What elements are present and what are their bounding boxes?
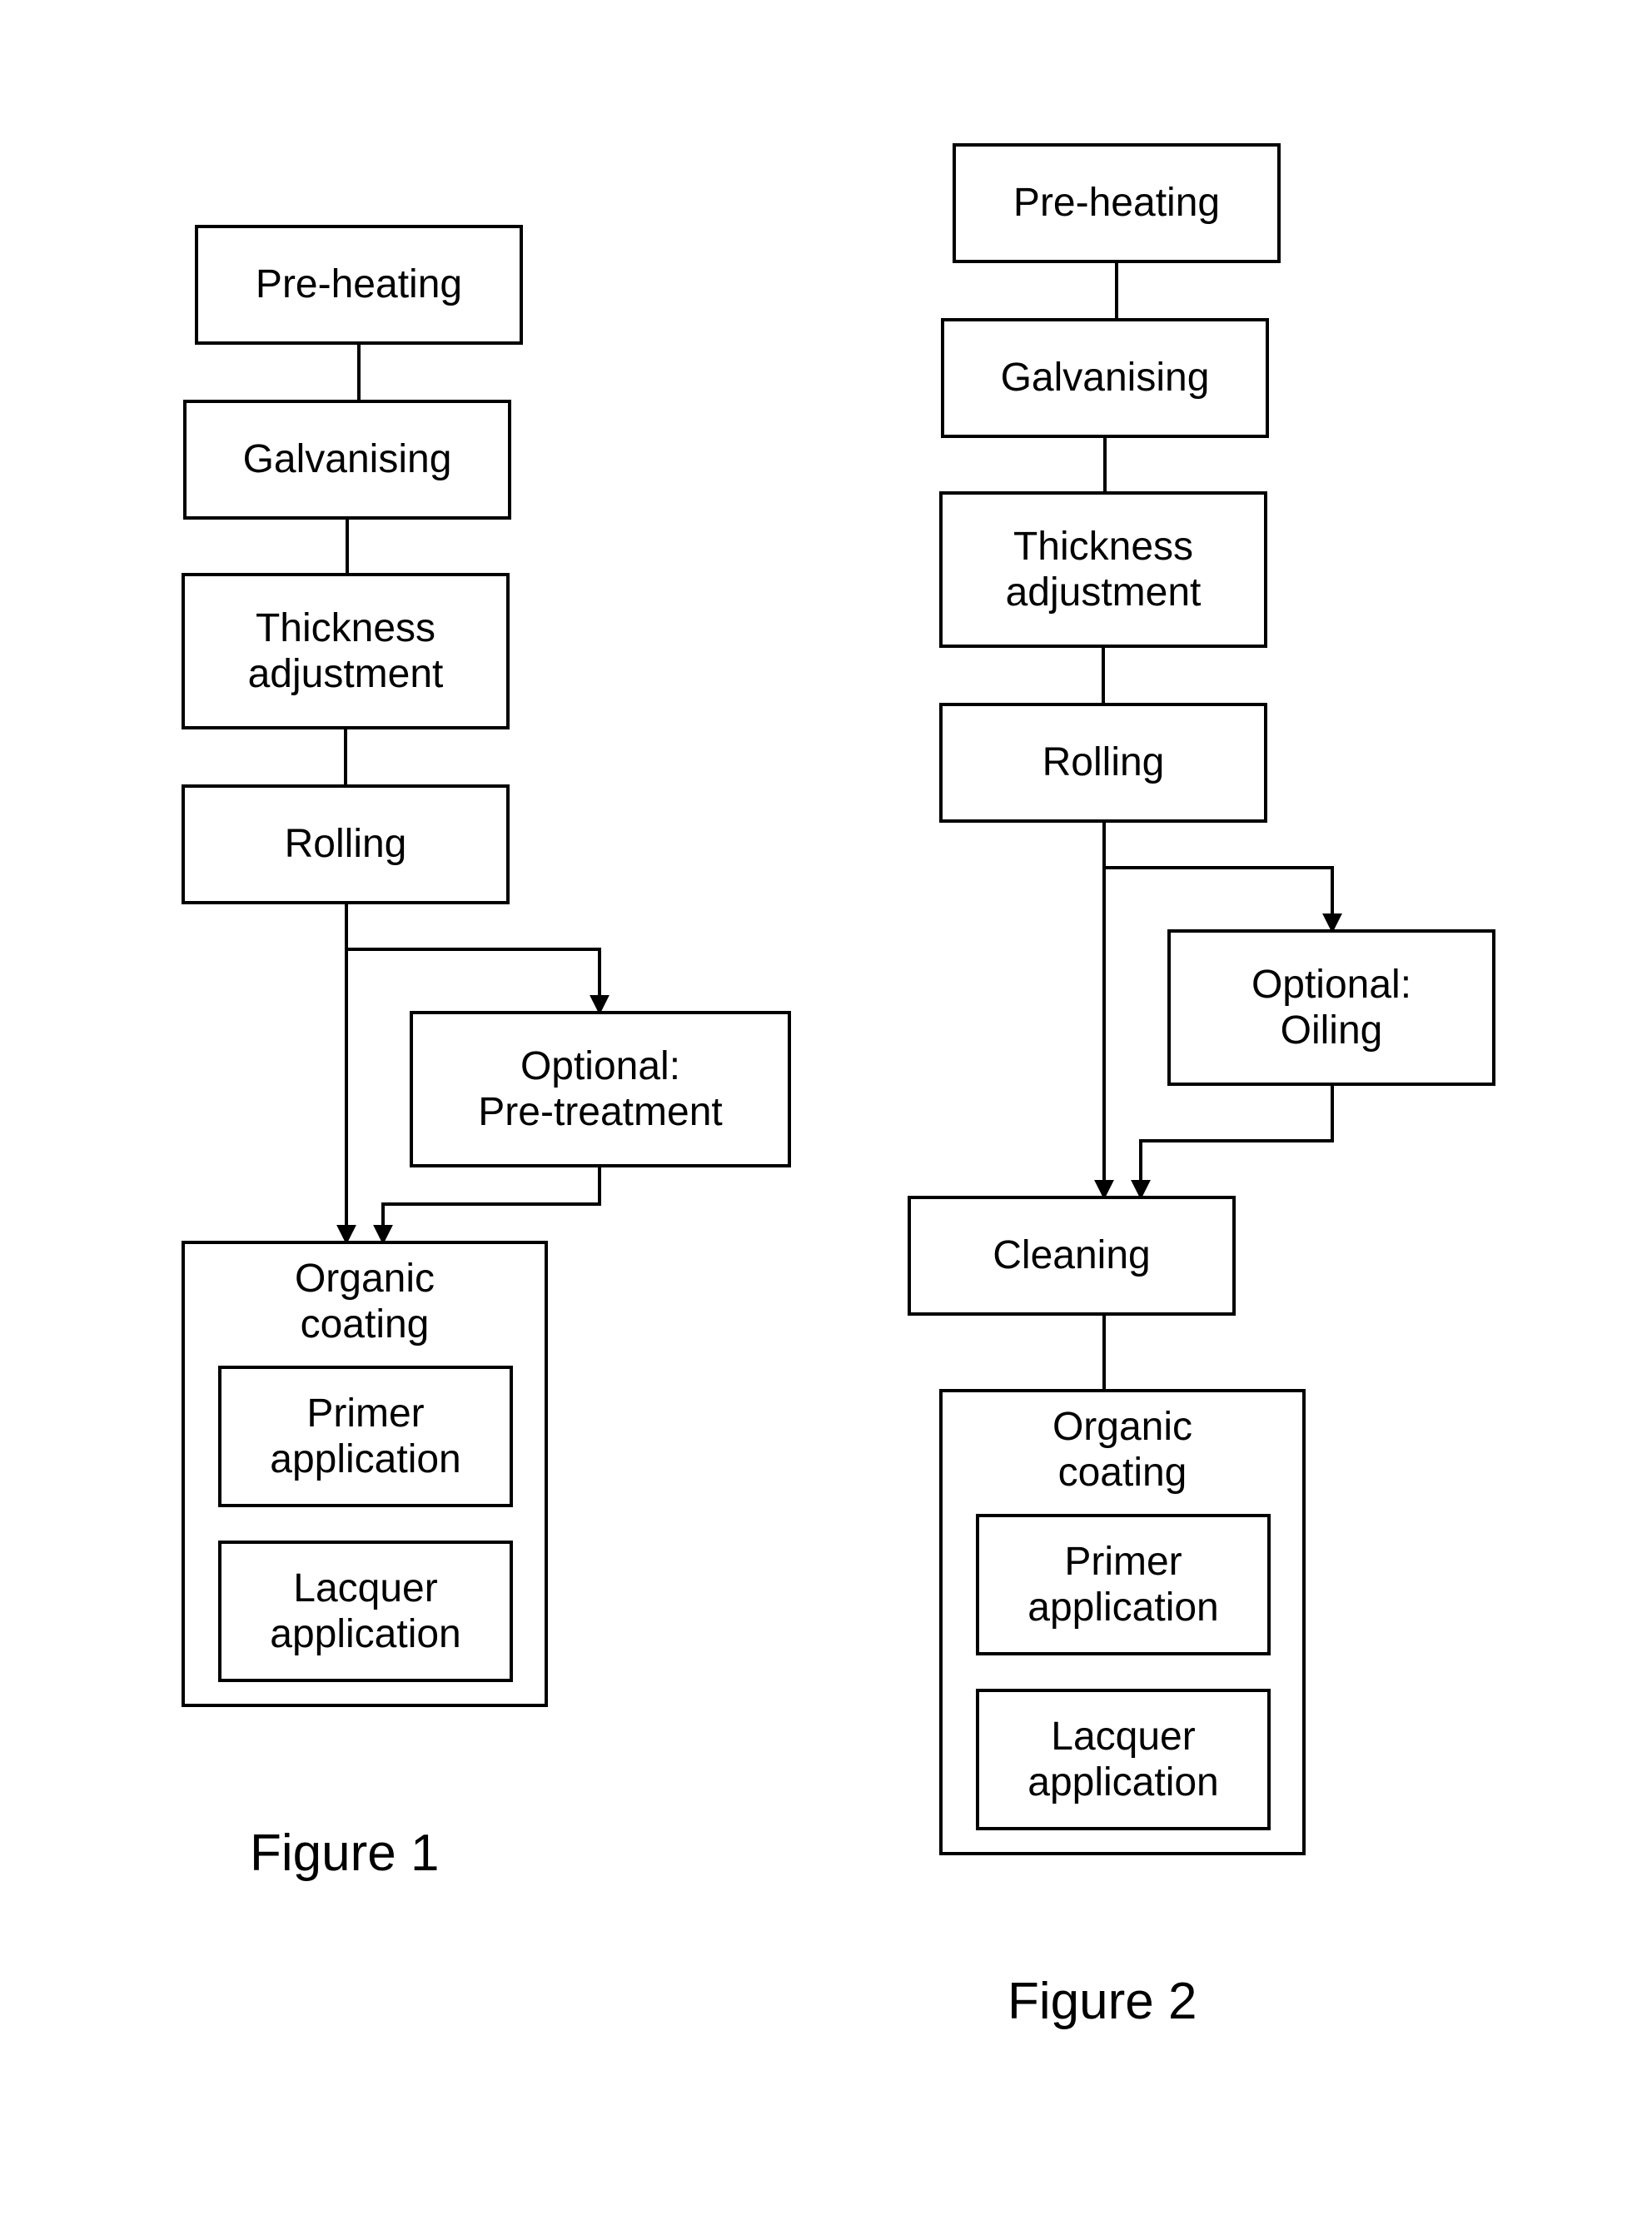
- figure2-thickness-box: Thicknessadjustment: [939, 491, 1267, 648]
- figure1-optional-box: Optional:Pre-treatment: [410, 1011, 791, 1167]
- figure1-preheating-box: Pre-heating: [195, 225, 523, 345]
- figure2-cleaning-box: Cleaning: [908, 1196, 1236, 1316]
- figure1-thickness-label: Thicknessadjustment: [248, 605, 444, 697]
- figure1-optional-label: Optional:Pre-treatment: [478, 1043, 722, 1135]
- figure1-galvanising-label: Galvanising: [243, 436, 452, 482]
- figure2-primer-label: Primerapplication: [1028, 1539, 1219, 1630]
- figure2-lacquer-label: Lacquerapplication: [1028, 1714, 1219, 1805]
- figure1-preheating-label: Pre-heating: [256, 261, 462, 307]
- figure2-thickness-label: Thicknessadjustment: [1006, 524, 1202, 615]
- figure1-thickness-box: Thicknessadjustment: [182, 573, 510, 729]
- figure1-primer-label: Primerapplication: [270, 1391, 461, 1482]
- figure1-rolling-box: Rolling: [182, 784, 510, 904]
- figure2-rolling-label: Rolling: [1042, 739, 1165, 785]
- figure2-rolling-box: Rolling: [939, 703, 1267, 823]
- figure2-lacquer-box: Lacquerapplication: [976, 1689, 1271, 1830]
- figure1-primer-box: Primerapplication: [218, 1366, 513, 1507]
- figure1-organic-label: Organiccoating: [295, 1256, 435, 1347]
- figure2-preheating-box: Pre-heating: [953, 143, 1281, 263]
- figure1-lacquer-box: Lacquerapplication: [218, 1541, 513, 1682]
- figure1-caption: Figure 1: [250, 1824, 439, 1883]
- figure2-caption: Figure 2: [1008, 1972, 1197, 2031]
- figure2-preheating-label: Pre-heating: [1013, 180, 1220, 226]
- figure1-galvanising-box: Galvanising: [183, 400, 511, 520]
- figure1-rolling-label: Rolling: [285, 821, 407, 867]
- figure2-primer-box: Primerapplication: [976, 1514, 1271, 1655]
- figure1-lacquer-label: Lacquerapplication: [270, 1566, 461, 1657]
- figure2-galvanising-box: Galvanising: [941, 318, 1269, 438]
- figure2-galvanising-label: Galvanising: [1001, 355, 1210, 401]
- figure2-organic-label: Organiccoating: [1052, 1404, 1192, 1496]
- figure2-optional-label: Optional:Oiling: [1251, 962, 1411, 1053]
- figure2-cleaning-label: Cleaning: [993, 1232, 1150, 1278]
- figure2-optional-box: Optional:Oiling: [1167, 929, 1495, 1086]
